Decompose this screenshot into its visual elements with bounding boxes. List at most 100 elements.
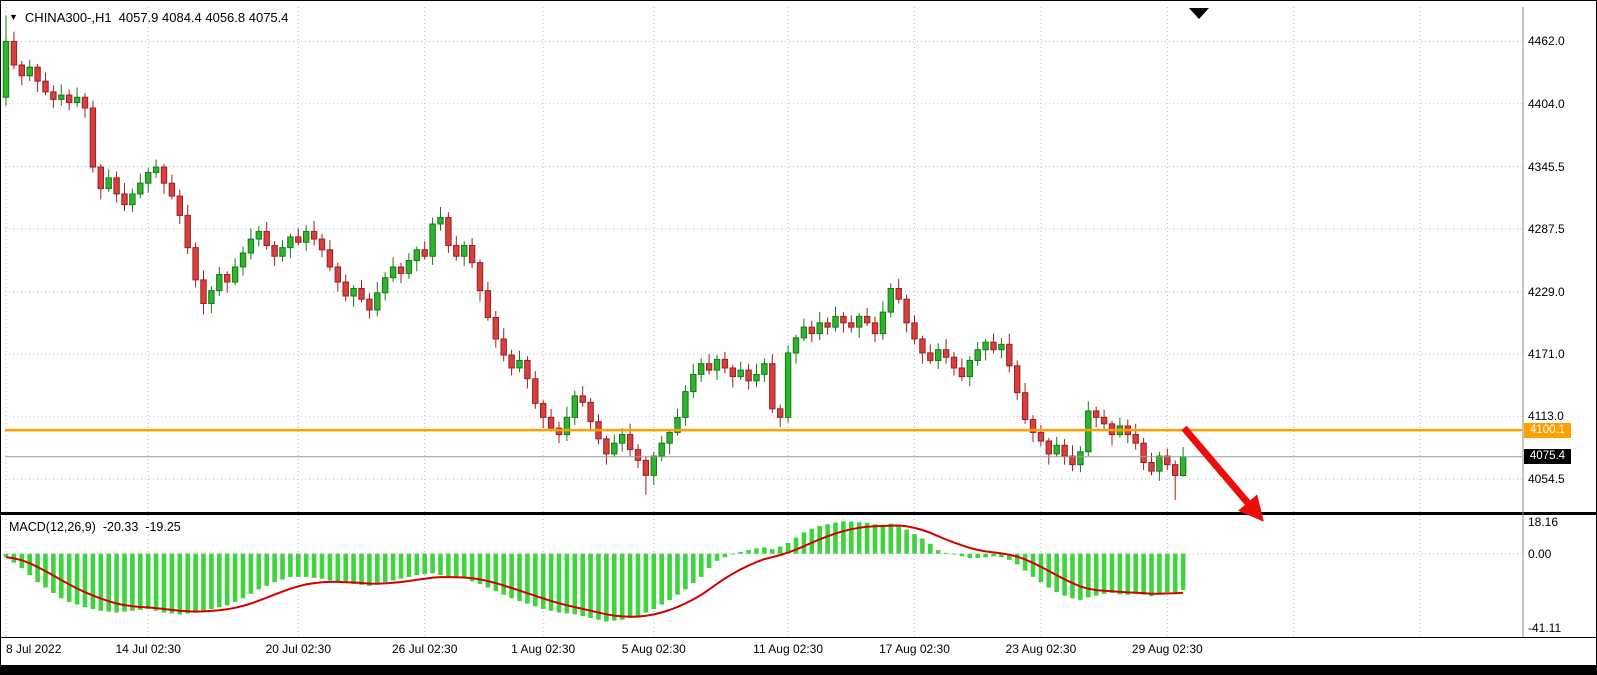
candle [18,64,26,77]
macd-bar [240,553,246,599]
candle [1045,440,1052,455]
price-tick-label: 4113.0 [1528,409,1564,424]
macd-bar [422,553,427,575]
panel-separator[interactable] [1,512,1597,515]
candle [1132,434,1139,444]
trend-arrow[interactable] [1181,425,1264,522]
candle [73,96,81,104]
candle [1061,444,1068,457]
candle [263,231,270,246]
bottom-bar [1,665,1596,674]
candle [1156,455,1163,472]
macd-bar [390,553,396,581]
candle [231,266,239,283]
chart-shift-marker-icon[interactable] [1189,8,1209,19]
macd-bar [74,553,80,605]
macd-bar [849,521,854,554]
candle [176,195,184,216]
candle [405,260,413,274]
macd-bar [572,553,578,615]
time-tick-label: 14 Jul 02:30 [115,642,181,656]
macd-bar [272,553,277,583]
macd-bar [1165,553,1170,593]
macd-bar [1070,553,1075,599]
macd-bar [856,522,862,554]
macd-bar [683,553,688,590]
macd-bar [169,553,175,614]
candle [247,238,255,254]
candle [10,40,18,66]
macd-bar [351,553,356,585]
macd-bar [793,537,799,554]
candle [1006,343,1013,367]
candle [468,244,476,264]
candle [437,217,444,225]
candle [89,107,97,168]
macd-bar [1007,553,1012,560]
price-tick-label: 4054.5 [1528,472,1565,487]
candle [26,66,33,77]
candle [113,177,120,195]
candle [295,236,302,243]
time-tick-label: 20 Jul 02:30 [265,642,331,656]
macd-bar [145,553,151,610]
candle [619,434,626,444]
macd-bar [548,553,554,611]
macd-bar [501,553,506,595]
macd-bar [943,552,949,554]
macd-bar [928,543,933,554]
time-axis[interactable]: 8 Jul 2022 14 Jul 02:30 20 Jul 02:30 26 Jul… [1,641,1596,661]
macd-tick-label: 18.16 [1528,514,1559,529]
candle [966,359,973,378]
candle [713,358,721,371]
symbol-dropdown-icon[interactable]: ▼ [9,12,18,22]
candle [184,214,191,249]
macd-bar [588,553,593,618]
symbol-name: CHINA300-,H1 [24,10,112,25]
macd-bar [714,553,720,561]
candle [832,315,839,328]
macd-bar [398,553,404,579]
macd-tick-label: -41.11 [1528,620,1562,635]
price-tick-label: 4229.0 [1528,284,1565,299]
annotations [1181,425,1264,522]
macd-bar [201,553,206,611]
macd-bar [1125,553,1131,595]
macd-value: -20.33 [102,520,139,534]
time-tick-label: 17 Aug 02:30 [879,642,950,656]
candle [366,298,373,311]
chart-overlays [1,7,1597,638]
macd-bar [319,553,325,579]
candle [737,369,744,378]
candle [1037,431,1045,442]
macd-bar [920,538,925,554]
candle [579,395,586,403]
macd-bar [596,553,601,620]
price-axis[interactable]: 4462.0 4404.0 4345.5 4287.5 4229.0 4171.0 4113… [1528,1,1596,661]
candle [777,408,784,418]
candle [389,266,397,279]
macd-bar [3,553,9,558]
macd-bar [335,553,341,583]
candle [318,238,326,251]
macd-bar [762,547,767,554]
macd-bar [1101,553,1107,594]
candle [1029,419,1037,433]
candle [800,326,808,339]
macd-bar [643,553,649,613]
macd-bar [564,553,570,614]
macd-bar [785,542,791,554]
macd-bar [912,534,917,554]
candle [848,322,855,328]
candle [492,316,500,340]
macd-bottom-border [1,637,1596,638]
candle [429,223,436,257]
candle [208,290,215,305]
candle [1148,462,1155,472]
macd-bar [122,553,127,612]
candle [1021,392,1029,421]
macd-bar [833,522,838,554]
macd-bar [1054,553,1059,593]
macd-bar [983,553,988,558]
